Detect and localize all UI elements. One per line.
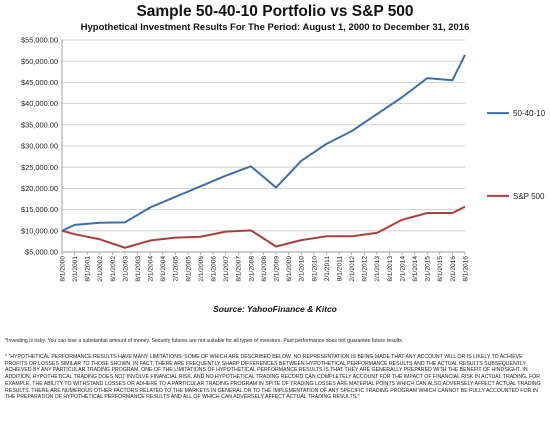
x-tick-label: 8/1/2002 — [110, 256, 117, 282]
x-tick-label: 2/1/2012 — [349, 256, 356, 282]
x-tick-label: 8/1/2001 — [85, 256, 92, 282]
x-tick-label: 2/1/2003 — [122, 256, 129, 282]
legend: 50-40-10 S&P 500 — [487, 109, 546, 201]
y-tick-label: $25,000.00 — [21, 163, 58, 172]
x-tick-label: 2/1/2005 — [173, 256, 180, 282]
line-chart: $5,000.00 $10,000.00 $15,000.00 $20,000.00 $… — [21, 36, 546, 282]
chart-title: Sample 50-40-10 Portfolio vs S&P 500 — [136, 3, 414, 20]
y-tick-label: $10,000.00 — [21, 226, 58, 235]
y-tick-label: $45,000.00 — [21, 78, 58, 87]
x-tick-label: 8/1/2003 — [135, 256, 142, 282]
legend-label: S&P 500 — [513, 192, 545, 201]
y-tick-label: $40,000.00 — [21, 99, 58, 108]
series-lines — [61, 54, 466, 249]
y-tick-label: $5,000.00 — [25, 248, 58, 257]
x-tick-label: 8/1/2009 — [286, 256, 293, 282]
series-line-s-p-500 — [61, 205, 466, 249]
risk-disclaimer: *Investing is risky. You can lose a subs… — [5, 338, 404, 344]
x-axis-ticks: 8/1/2000 2/1/2001 8/1/2001 2/1/2002 8/1/2002… — [59, 252, 469, 282]
x-tick-label: 8/1/2006 — [211, 256, 218, 282]
legend-label: 50-40-10 — [513, 109, 546, 118]
hypothetical-disclaimer: * "HYPOTHETICAL PERFORMANCE RESULTS HAVE… — [5, 354, 541, 401]
x-tick-label: 2/1/2007 — [223, 256, 230, 282]
x-tick-label: 2/1/2008 — [248, 256, 255, 282]
grid-lines — [61, 39, 465, 253]
x-tick-label: 8/1/2012 — [362, 256, 369, 282]
chart-subtitle: Hypothetical Investment Results For The … — [80, 22, 470, 33]
y-tick-label: $20,000.00 — [21, 184, 58, 193]
x-tick-label: 2/1/2013 — [374, 256, 381, 282]
x-tick-label: 2/1/2006 — [198, 256, 205, 282]
x-tick-label: 8/1/2000 — [59, 256, 66, 282]
y-tick-label: $30,000.00 — [21, 142, 58, 151]
x-tick-label: 2/1/2015 — [425, 256, 432, 282]
x-tick-label: 8/1/2008 — [261, 256, 268, 282]
x-tick-label: 8/1/2013 — [387, 256, 394, 282]
x-tick-label: 8/1/2010 — [311, 256, 318, 282]
y-tick-label: $15,000.00 — [21, 205, 58, 214]
x-tick-label: 2/1/2016 — [450, 256, 457, 282]
x-tick-label: 8/1/2014 — [412, 256, 419, 282]
x-tick-label: 8/1/2005 — [185, 256, 192, 282]
y-axis-ticks: $5,000.00 $10,000.00 $15,000.00 $20,000.00 $… — [21, 36, 58, 257]
x-tick-label: 2/1/2014 — [399, 256, 406, 282]
x-tick-label: 2/1/2010 — [299, 256, 306, 282]
x-tick-label: 8/1/2015 — [437, 256, 444, 282]
x-tick-label: 8/1/2004 — [160, 256, 167, 282]
x-tick-label: 2/1/2001 — [72, 256, 79, 282]
x-tick-label: 8/1/2007 — [236, 256, 243, 282]
series-line-50-40-10 — [61, 54, 466, 232]
source-note: Source: YahooFinance & Kitco — [213, 304, 337, 314]
y-tick-label: $50,000.00 — [21, 57, 58, 66]
y-tick-label: $55,000.00 — [21, 36, 58, 45]
y-tick-label: $35,000.00 — [21, 120, 58, 129]
x-tick-label: 2/1/2002 — [97, 256, 104, 282]
x-tick-label: 8/1/2016 — [462, 256, 469, 282]
x-tick-label: 8/1/2011 — [336, 256, 343, 282]
x-tick-label: 2/1/2009 — [273, 256, 280, 282]
x-tick-label: 2/1/2011 — [324, 256, 331, 282]
x-tick-label: 2/1/2004 — [148, 256, 155, 282]
